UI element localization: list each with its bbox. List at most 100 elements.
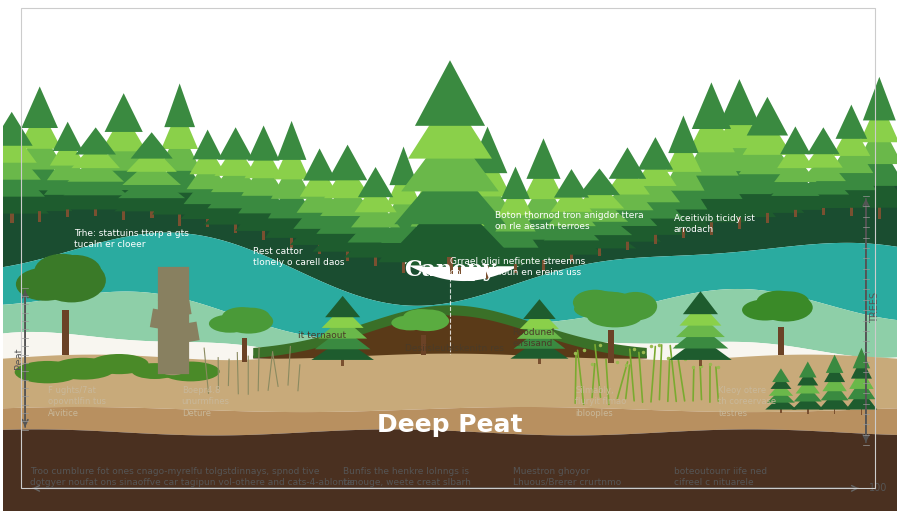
Polygon shape (771, 168, 820, 196)
Bar (341, 356, 344, 365)
Ellipse shape (399, 315, 438, 329)
Polygon shape (794, 386, 822, 401)
Polygon shape (799, 361, 816, 377)
Polygon shape (435, 198, 484, 226)
Polygon shape (464, 150, 511, 196)
Polygon shape (3, 233, 897, 339)
Bar (421, 335, 426, 355)
Polygon shape (731, 174, 805, 213)
Polygon shape (71, 141, 120, 168)
Polygon shape (669, 337, 732, 360)
Ellipse shape (161, 361, 220, 381)
Ellipse shape (222, 307, 262, 326)
Polygon shape (415, 60, 485, 126)
Polygon shape (315, 328, 371, 350)
Polygon shape (268, 179, 315, 218)
Text: Aceitivib ticidy ist
arrodach: Aceitivib ticidy ist arrodach (673, 214, 754, 234)
Text: Roodunel
elfsisand: Roodunel elfsisand (513, 328, 555, 348)
Polygon shape (18, 107, 61, 149)
Polygon shape (271, 160, 312, 199)
Polygon shape (501, 167, 530, 199)
Polygon shape (214, 143, 256, 176)
Ellipse shape (52, 263, 104, 293)
Polygon shape (184, 174, 231, 204)
Ellipse shape (412, 309, 446, 325)
Polygon shape (427, 226, 492, 253)
Polygon shape (253, 305, 647, 358)
Polygon shape (826, 355, 843, 373)
Polygon shape (358, 167, 393, 197)
Polygon shape (50, 136, 86, 166)
Ellipse shape (131, 363, 178, 379)
Text: Desiisleublskenitn res: Desiisleublskenitn res (405, 344, 504, 353)
Ellipse shape (16, 268, 75, 301)
Polygon shape (3, 169, 897, 306)
Polygon shape (11, 149, 68, 190)
Polygon shape (3, 332, 897, 369)
Polygon shape (638, 137, 673, 170)
Polygon shape (324, 162, 371, 198)
Polygon shape (551, 183, 592, 212)
Polygon shape (669, 116, 698, 153)
Polygon shape (554, 169, 589, 197)
Polygon shape (510, 339, 569, 359)
Bar (710, 214, 713, 235)
Polygon shape (290, 213, 349, 245)
Polygon shape (832, 122, 870, 156)
Polygon shape (347, 212, 403, 243)
Polygon shape (715, 102, 764, 148)
Text: 100: 100 (868, 483, 887, 493)
Polygon shape (772, 369, 789, 382)
Polygon shape (829, 139, 873, 173)
Bar (67, 205, 69, 217)
Bar (608, 330, 614, 362)
Polygon shape (851, 358, 872, 379)
Polygon shape (248, 125, 280, 161)
Text: Trhe: stattuins ttorp a gts
tucaln er cloeer: Trhe: stattuins ttorp a gts tucaln er cl… (75, 229, 189, 249)
Polygon shape (601, 179, 653, 210)
Bar (598, 244, 601, 255)
Polygon shape (846, 389, 878, 410)
Polygon shape (190, 144, 226, 174)
Polygon shape (408, 207, 455, 246)
Polygon shape (355, 182, 397, 212)
Ellipse shape (232, 308, 270, 326)
Bar (766, 207, 770, 223)
Polygon shape (826, 156, 877, 190)
Polygon shape (405, 227, 458, 265)
Text: Peat: Peat (14, 348, 24, 370)
Polygon shape (387, 191, 513, 257)
Polygon shape (410, 188, 453, 227)
Ellipse shape (403, 309, 439, 325)
Polygon shape (328, 144, 367, 180)
Polygon shape (3, 407, 897, 435)
Polygon shape (97, 132, 150, 171)
Polygon shape (579, 169, 620, 195)
Polygon shape (594, 210, 661, 242)
Polygon shape (319, 317, 367, 339)
Ellipse shape (614, 292, 657, 321)
Polygon shape (101, 113, 147, 151)
Bar (699, 356, 702, 366)
Polygon shape (47, 151, 88, 180)
Bar (654, 229, 657, 244)
Text: Boton thornod tron anigdor ttera
on rle aesatn terroes: Boton thornod tron anigdor ttera on rle … (495, 211, 644, 231)
Text: Kleoy otere
th coreervase
testres: Kleoy otere th coreervase testres (718, 387, 777, 417)
Polygon shape (734, 155, 800, 194)
Polygon shape (835, 105, 868, 139)
Polygon shape (513, 219, 574, 260)
Bar (780, 407, 782, 413)
Bar (878, 200, 881, 219)
Bar (822, 204, 824, 215)
Polygon shape (523, 299, 555, 319)
Polygon shape (0, 180, 50, 214)
Polygon shape (575, 182, 624, 209)
Polygon shape (634, 153, 677, 186)
Polygon shape (719, 79, 760, 125)
Polygon shape (863, 77, 896, 120)
Polygon shape (161, 105, 198, 149)
Bar (738, 209, 742, 229)
Polygon shape (130, 132, 173, 159)
Polygon shape (624, 203, 687, 235)
Bar (38, 204, 41, 222)
